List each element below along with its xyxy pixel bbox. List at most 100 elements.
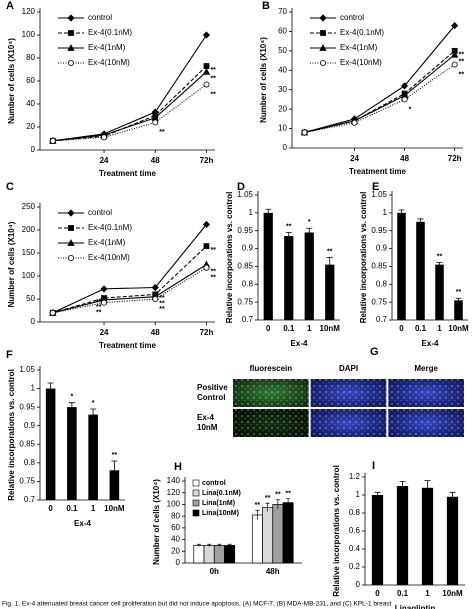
x-tick-label: 1 [425, 589, 430, 598]
y-axis-label: Relative incorporations vs. control [332, 465, 341, 597]
y-tick-label: 1 [383, 208, 388, 217]
y-tick-label: 0.7 [24, 495, 36, 504]
significance: ** [459, 71, 465, 78]
y-axis-label: Relative incorporations vs. control [359, 192, 368, 324]
y-tick-label: 0.75 [371, 297, 387, 306]
y-tick-label: 150 [22, 248, 36, 257]
marker [351, 119, 358, 126]
legend-label: Lina(10nM) [202, 510, 239, 517]
significance: ** [459, 52, 465, 59]
legend-swatch [192, 479, 200, 487]
y-axis-label: Number of cells (X10⁴) [259, 37, 268, 123]
significance: ** [159, 295, 165, 302]
series-line [52, 34, 207, 142]
error-bar [374, 491, 381, 498]
marker [49, 309, 56, 316]
marker [49, 137, 56, 144]
legend-label: Ex-4(10nM) [340, 58, 382, 67]
x-tick-label: 10nM [104, 504, 125, 513]
bar [446, 496, 459, 585]
series-line [304, 54, 456, 133]
y-tick-label: 1.05 [371, 190, 387, 199]
y-tick-label: 20 [278, 104, 287, 113]
bar [421, 487, 434, 585]
legend-swatch [192, 499, 200, 507]
legend-label: Ex-4(10nM) [88, 253, 130, 262]
error-bar [424, 480, 431, 495]
panel-label: A [6, 0, 14, 12]
y-tick-label: 0.95 [237, 226, 253, 235]
micrograph-texture [310, 379, 387, 407]
significance: ** [210, 247, 216, 254]
error-bar [417, 218, 424, 225]
legend-label: Lina(0.1nM) [202, 490, 241, 497]
y-tick-label: 10 [278, 124, 287, 133]
error-bar [111, 460, 118, 480]
y-axis-label: Relative incorporations vs. control [225, 192, 234, 324]
y-tick-label: 40 [278, 65, 287, 74]
x-tick-label: 24 [100, 156, 109, 165]
error-bar [275, 499, 280, 510]
legend-label: Lina(1nM) [202, 500, 235, 507]
panel-label: B [262, 0, 270, 12]
marker [451, 22, 459, 30]
y-tick-label: 0.9 [376, 244, 388, 253]
y-tick-label: 0.6 [349, 526, 361, 535]
y-tick-label: 80 [171, 511, 180, 520]
panel-label: G [370, 346, 379, 358]
x-axis-label: Ex-4 [422, 339, 439, 348]
significance: ** [327, 248, 333, 255]
y-tick-label: 0.9 [242, 244, 254, 253]
y-tick-label: 20 [171, 546, 180, 555]
legend-marker [68, 254, 75, 261]
error-bar [285, 232, 292, 240]
significance: ** [96, 310, 102, 317]
bar [282, 502, 294, 564]
y-tick-label: 30 [278, 85, 287, 94]
x-tick-label: 0 [375, 589, 380, 598]
marker [401, 96, 408, 103]
legend-marker [68, 30, 74, 36]
caption: Fig. 1. Ex-4 attenuated breast cancer ce… [2, 601, 392, 608]
y-tick-label: 1 [356, 490, 361, 499]
panel-label: I [372, 460, 375, 472]
x-tick-label: 48h [266, 567, 280, 576]
micrograph-texture [233, 409, 309, 437]
y-tick-label: 1.05 [237, 190, 253, 199]
y-tick-label: 250 [22, 202, 36, 211]
panel-label: F [6, 349, 13, 361]
y-tick-label: 0.8 [24, 458, 36, 467]
x-tick-label: 0.1 [415, 324, 427, 333]
y-tick-label: 1.05 [19, 365, 35, 374]
y-tick-label: 1.2 [349, 472, 361, 481]
panel-label: E [372, 181, 379, 193]
legend-marker [67, 44, 75, 51]
legend-marker [68, 60, 75, 67]
y-axis-label: Relative incorporations vs. control [7, 369, 16, 501]
significance: ** [210, 76, 216, 83]
x-axis-label: Ex-4 [291, 339, 308, 348]
significance: ** [210, 91, 216, 98]
bar [325, 264, 335, 320]
y-tick-label: 0.8 [242, 279, 254, 288]
marker [202, 67, 211, 75]
significance: ** [459, 59, 465, 66]
marker [202, 31, 211, 39]
significance: ** [96, 299, 102, 306]
significance: * [409, 106, 412, 113]
x-tick-label: 72h [200, 156, 214, 165]
x-axis-label: Treatment time [349, 167, 406, 176]
error-bar [255, 509, 260, 520]
bar [88, 414, 98, 500]
x-tick-label: 0.1 [66, 504, 78, 513]
x-tick-label: 1 [307, 324, 312, 333]
marker [152, 295, 159, 302]
y-tick-label: 0.8 [349, 508, 361, 517]
micrograph-texture [388, 409, 464, 437]
y-tick-label: 1 [249, 208, 254, 217]
legend-label: Ex-4(0.1nM) [88, 28, 132, 37]
error-bar [227, 543, 232, 547]
error-bar [326, 257, 333, 272]
error-bar [455, 297, 462, 303]
series-line [52, 245, 207, 314]
